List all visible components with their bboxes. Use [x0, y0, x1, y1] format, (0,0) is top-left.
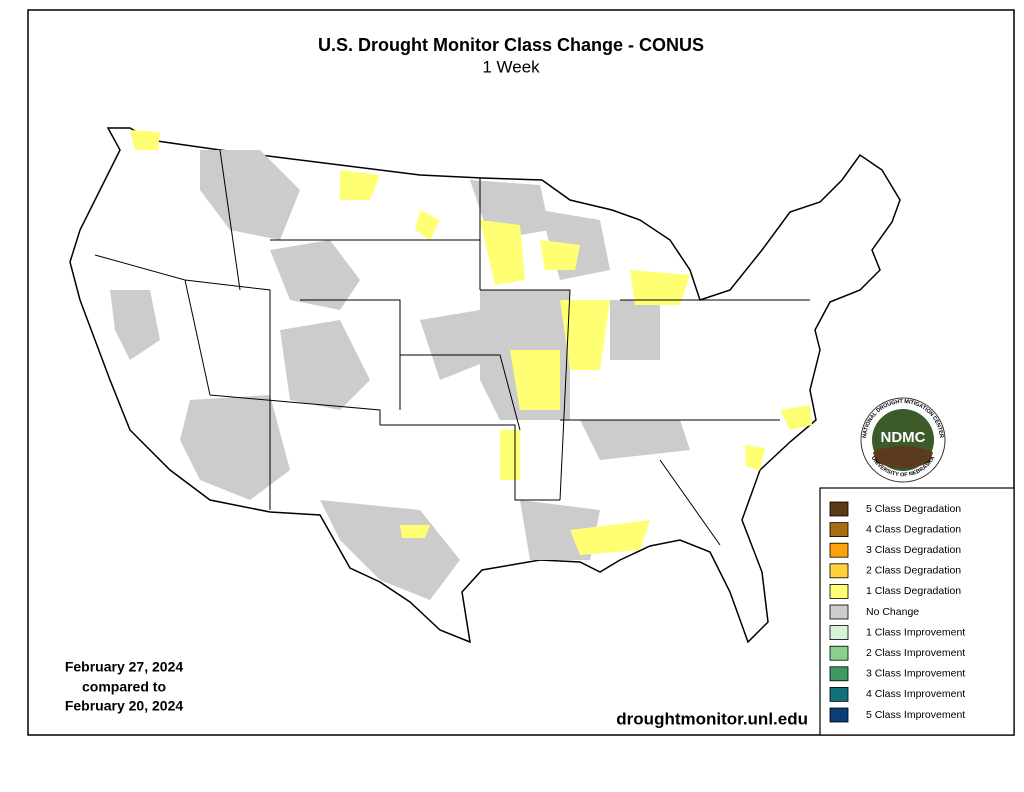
title: U.S. Drought Monitor Class Change - CONU…: [318, 35, 704, 55]
legend-label: 3 Class Degradation: [866, 544, 961, 556]
legend-swatch: [829, 563, 849, 579]
legend-label: 5 Class Degradation: [866, 503, 961, 515]
legend-swatch: [829, 522, 849, 537]
map: [69, 127, 901, 644]
legend-label: 1 Class Improvement: [866, 626, 965, 638]
legend-label: 5 Class Improvement: [866, 709, 965, 721]
legend-label: 3 Class Improvement: [866, 668, 965, 680]
legend-label: 2 Class Improvement: [866, 647, 965, 659]
legend-swatch: [829, 604, 849, 620]
legend-label: 4 Class Degradation: [866, 523, 961, 535]
legend-label: 2 Class Degradation: [866, 565, 961, 577]
subtitle: 1 Week: [482, 57, 540, 76]
logo: NDMC NATIONAL DROUGHT MITIGATION CENTER …: [860, 397, 946, 483]
legend-swatch: [829, 584, 849, 599]
no-change-areas: [110, 150, 690, 600]
logo-label: NDMC: [881, 429, 926, 446]
legend-swatch: [829, 707, 849, 723]
date-line: compared to: [82, 679, 166, 695]
legend-swatch: [829, 687, 849, 702]
date-block: February 27, 2024 compared to February 2…: [65, 659, 184, 714]
legend-label: 4 Class Improvement: [866, 688, 965, 700]
legend-label: No Change: [866, 606, 919, 618]
date-line: February 27, 2024: [65, 659, 184, 675]
legend-swatch: [829, 501, 849, 517]
state-lines: [94, 149, 810, 546]
legend-swatch: [829, 645, 849, 661]
degradation-areas: [130, 130, 812, 555]
legend-swatch: [829, 666, 849, 682]
source-url: droughtmonitor.unl.edu: [616, 709, 808, 728]
legend-swatch: [829, 542, 849, 558]
legend-label: 1 Class Degradation: [866, 585, 961, 597]
legend: 5 Class Degradation 4 Class Degradation 3 …: [819, 487, 1015, 736]
date-line: February 20, 2024: [65, 698, 184, 714]
legend-box: [819, 487, 1015, 736]
legend-swatch: [829, 625, 849, 640]
